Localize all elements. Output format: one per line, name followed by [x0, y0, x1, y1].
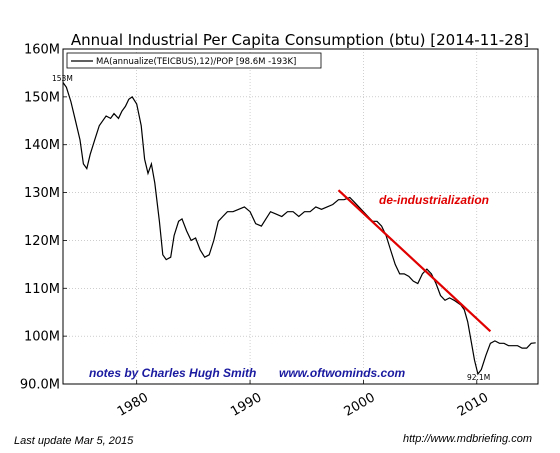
y-tick-label: 130M [24, 186, 60, 201]
annotation-de-industrialization: de-industrialization [379, 193, 489, 207]
y-tick-label: 140M [24, 138, 60, 153]
legend-label: MA(annualize(TEICBUS),12)/POP [98.6M -19… [96, 57, 296, 67]
trend-line [337, 189, 492, 333]
y-tick-label: 120M [24, 234, 60, 249]
notes-credit: notes by Charles Hugh Smith [89, 366, 256, 380]
annotation-min-value: 92.1M [467, 373, 490, 382]
y-axis-ticks: 90.0M 100M 110M 120M 130M 140M 150M 160M [20, 43, 67, 393]
chart-title: Annual Industrial Per Capita Consumption… [71, 31, 529, 49]
y-tick-label: 110M [24, 282, 60, 297]
y-tick-label: 100M [24, 330, 60, 345]
legend-box [66, 52, 322, 69]
series-line [62, 82, 536, 376]
y-tick-label: 90.0M [20, 378, 60, 393]
last-update-text: Last update Mar 5, 2015 [14, 435, 134, 447]
source-url: http://www.mdbriefing.com [403, 433, 532, 445]
annotation-start-value: 153M [52, 74, 73, 83]
y-tick-label: 150M [24, 90, 60, 105]
y-tick-label: 160M [24, 43, 60, 58]
legend: MA(annualize(TEICBUS),12)/POP [98.6M -19… [66, 52, 322, 69]
plot-frame [62, 48, 539, 385]
site-credit: www.oftwominds.com [279, 366, 406, 380]
